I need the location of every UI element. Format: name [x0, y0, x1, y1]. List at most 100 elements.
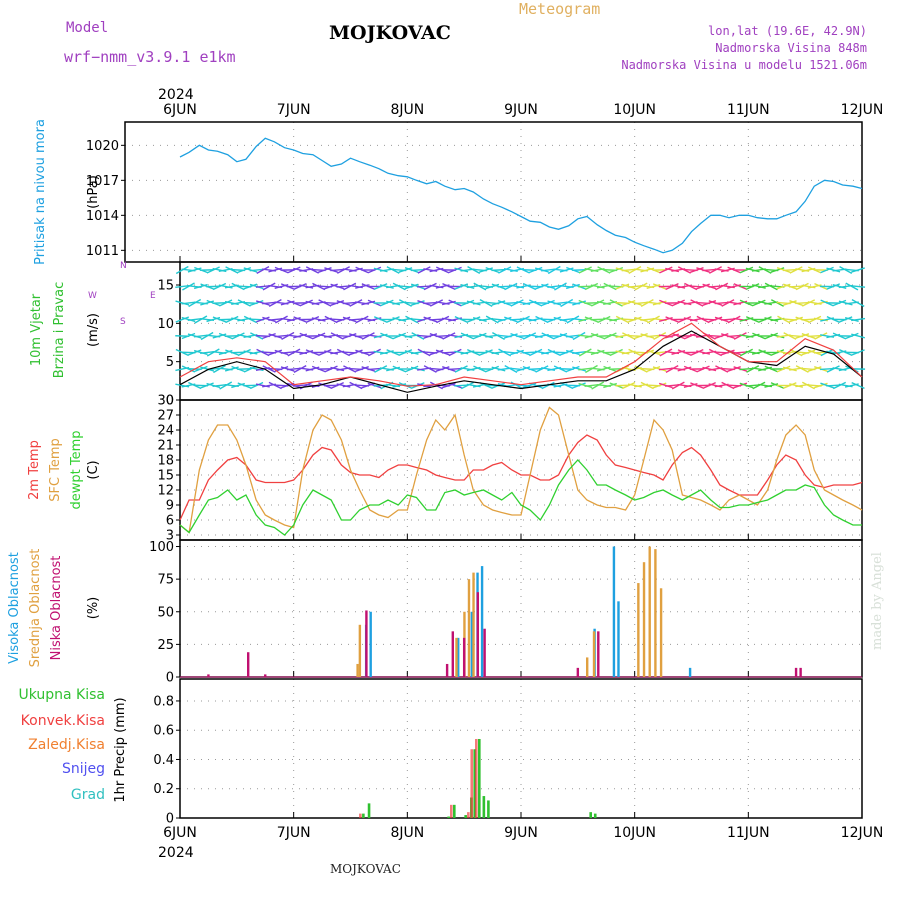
wind-unit: (m/s) [86, 313, 101, 347]
cloud-bar [356, 663, 359, 677]
y-tick-label: 24 [157, 424, 174, 439]
wind-barb [250, 381, 264, 390]
wind-barb [751, 284, 766, 289]
wind-barb [410, 300, 425, 306]
wind-barb [814, 332, 828, 340]
panel-frame [179, 678, 863, 819]
wind-barb [832, 299, 847, 307]
wind-barb [410, 366, 425, 372]
wind-barb [318, 267, 332, 273]
wind-barb [659, 266, 673, 274]
cloud-ylabel: (%) [86, 597, 101, 620]
precip-bar [589, 812, 592, 818]
wind-barb [578, 266, 592, 274]
panel-pressure: 1011 1014 1017 1020 Pritisak na nivou mora (h… [33, 119, 863, 265]
wind-barb [485, 350, 500, 355]
wind-barb [721, 299, 735, 307]
wind-barb [386, 300, 401, 306]
wind-barb [442, 332, 456, 340]
wind-barb [256, 265, 270, 275]
wind-barb [789, 316, 803, 323]
wind-barb [851, 333, 866, 339]
wind-barb [727, 366, 741, 372]
wind-barb [516, 334, 531, 338]
wind-barb [497, 285, 512, 288]
pressure-line [179, 137, 863, 254]
wind-barb [578, 348, 592, 357]
y-tick-label: 30 [157, 394, 174, 409]
wind-barb [671, 284, 686, 289]
wind-barb [789, 266, 803, 274]
wind-barb [783, 382, 797, 389]
precip-bar [464, 815, 467, 818]
wind-barb [851, 382, 865, 389]
wind-barb [851, 267, 865, 273]
wind-barb [460, 284, 475, 289]
wind-barb [671, 381, 685, 390]
wind-barb [547, 316, 562, 323]
y-tick-label: 25 [157, 638, 174, 653]
cloud-bar [592, 631, 596, 677]
wind-barb [373, 283, 388, 290]
wind-barb [355, 315, 369, 324]
precip-legend: Konvek.Kisa [21, 713, 105, 729]
wind-barb [380, 299, 394, 307]
meteogram-label: Meteogram [519, 0, 601, 18]
y-tick-label: 50 [157, 605, 174, 620]
wind-barb [789, 285, 804, 288]
wind-barb [820, 266, 834, 274]
wind-barb [758, 300, 773, 306]
wind-barb [454, 267, 469, 273]
wind-barb [541, 381, 555, 390]
wind-barb [745, 283, 760, 290]
wind-barb [181, 332, 196, 340]
cloud-bar [794, 667, 798, 677]
wind-barb [591, 381, 605, 390]
lonlat-label: lon,lat (19.6E, 42.9N) [708, 24, 867, 38]
wind-barb [572, 350, 587, 355]
wind-barb [466, 300, 481, 306]
wind-barb [460, 381, 475, 390]
wind-barb [578, 367, 593, 371]
precip-legend: Ukupna Kisa [18, 687, 105, 703]
precip-bar [593, 813, 597, 818]
precip-bar [475, 738, 478, 818]
wind-barb [534, 267, 549, 273]
wind-barb [702, 382, 716, 389]
wind-barb [807, 334, 822, 338]
wind-barb [529, 348, 543, 357]
wind-barb [553, 316, 568, 323]
wind-barb [621, 268, 636, 272]
compass-south: S [120, 317, 126, 327]
wind-barb [448, 348, 462, 357]
wind-barb [324, 283, 338, 290]
wind-barb [510, 318, 525, 321]
wind-barb [435, 366, 450, 372]
wind-barb [640, 298, 654, 308]
wind-barb [194, 315, 208, 324]
wind-barb [683, 332, 698, 340]
wind-barb [398, 333, 413, 339]
panel-precipitation: 0 0.2 0.4 0.6 0.8 Ukupna Kisa Konvek.Kisa Zaled… [18, 678, 863, 827]
cloud-bar [654, 549, 657, 677]
y-tick-label: 9 [166, 499, 174, 514]
wind-barb [627, 285, 642, 288]
wind-barb [317, 333, 332, 339]
wind-barb [417, 316, 431, 323]
wind-barb [696, 283, 710, 290]
y-tick-label: 0.4 [153, 753, 174, 768]
time-tick-bottom: 6JUN [163, 825, 197, 841]
wind-barb [535, 365, 549, 373]
compass-west: W [88, 291, 97, 301]
wind-barb [622, 381, 636, 390]
cloud-bar [369, 611, 372, 677]
wind-barb [801, 318, 816, 321]
wind-barb [392, 332, 406, 340]
cloud-bar [467, 579, 471, 677]
wind-barb [844, 317, 859, 322]
wind-barb [466, 316, 481, 323]
wind-barb [715, 282, 729, 291]
wind-barb [262, 332, 276, 340]
wind-barb [213, 364, 226, 374]
wind-barb [565, 334, 580, 338]
